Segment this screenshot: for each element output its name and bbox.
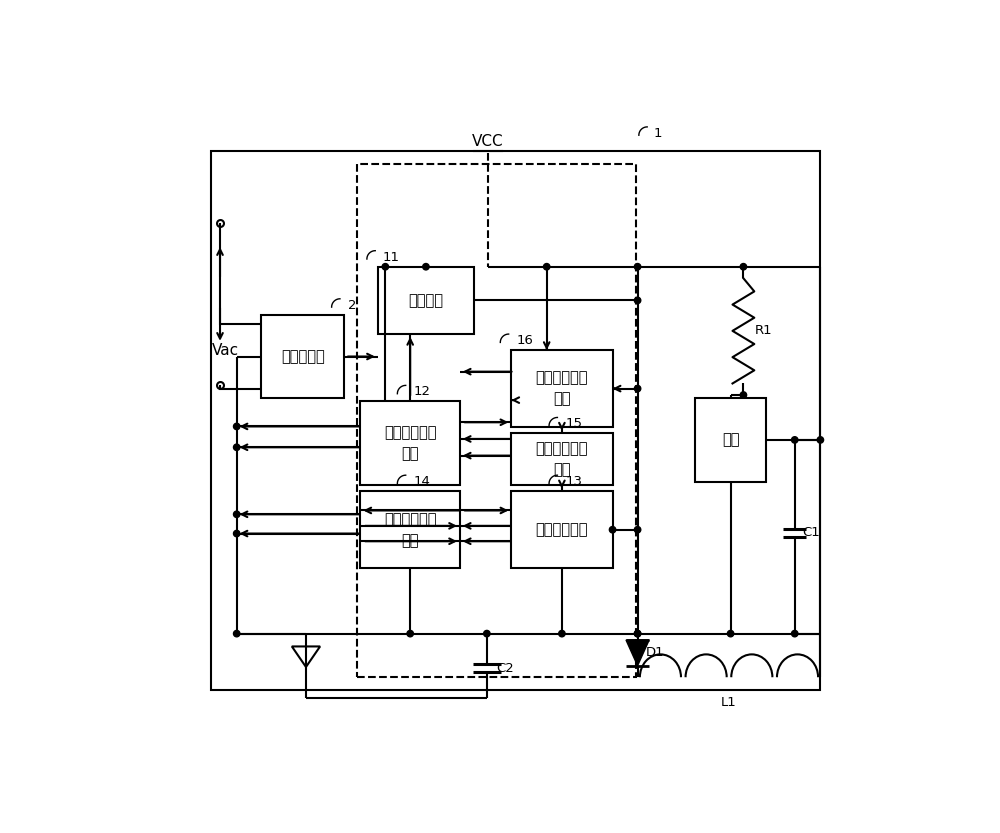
Circle shape [423, 263, 429, 270]
Text: 12: 12 [413, 386, 430, 398]
Text: 脉冲信号生成
电路: 脉冲信号生成 电路 [384, 425, 436, 461]
Bar [211, 152, 820, 690]
Bar [261, 315, 344, 398]
Bar [511, 491, 613, 568]
Text: Vac: Vac [212, 342, 239, 357]
Text: 开路保护控制
电路: 开路保护控制 电路 [536, 371, 588, 407]
Circle shape [559, 631, 565, 636]
Bar [695, 398, 766, 481]
Text: 关断时间控制
电路: 关断时间控制 电路 [536, 441, 588, 477]
Circle shape [609, 526, 616, 533]
Circle shape [792, 436, 798, 443]
Circle shape [792, 631, 798, 636]
Circle shape [382, 263, 389, 270]
Bar [378, 267, 474, 334]
Circle shape [817, 436, 824, 443]
Circle shape [407, 631, 413, 636]
Text: VCC: VCC [472, 134, 504, 149]
Bar [360, 491, 460, 568]
Text: 负载: 负载 [722, 432, 739, 447]
Polygon shape [626, 640, 649, 666]
Text: 13: 13 [565, 475, 582, 488]
Text: 开关电路: 开关电路 [408, 293, 443, 308]
Circle shape [740, 392, 747, 398]
Text: 16: 16 [516, 334, 533, 347]
Circle shape [740, 263, 747, 270]
Text: C1: C1 [802, 526, 820, 540]
Text: 整流桥电路: 整流桥电路 [281, 349, 325, 364]
Bar [511, 433, 613, 485]
Text: 14: 14 [413, 475, 430, 488]
Bar [357, 164, 636, 677]
Circle shape [543, 263, 550, 270]
Circle shape [727, 631, 734, 636]
Text: 11: 11 [383, 251, 400, 263]
Circle shape [484, 631, 490, 636]
Circle shape [233, 531, 240, 536]
Circle shape [233, 444, 240, 451]
Text: 误差放大电路: 误差放大电路 [536, 522, 588, 537]
Circle shape [634, 526, 641, 533]
Text: D1: D1 [645, 646, 664, 660]
Bar [360, 402, 460, 485]
Circle shape [233, 423, 240, 430]
Circle shape [634, 631, 641, 636]
Circle shape [233, 631, 240, 636]
Text: 1: 1 [654, 127, 662, 140]
Text: 2: 2 [348, 299, 356, 312]
Circle shape [634, 297, 641, 303]
Text: L1: L1 [721, 696, 737, 710]
Circle shape [634, 386, 641, 392]
Circle shape [634, 263, 641, 270]
Text: C2: C2 [496, 661, 514, 675]
Circle shape [233, 511, 240, 517]
Bar [511, 350, 613, 427]
Text: 15: 15 [565, 417, 582, 431]
Text: R1: R1 [755, 324, 773, 337]
Text: 导通时间控制
电路: 导通时间控制 电路 [384, 511, 436, 548]
Circle shape [634, 631, 641, 636]
